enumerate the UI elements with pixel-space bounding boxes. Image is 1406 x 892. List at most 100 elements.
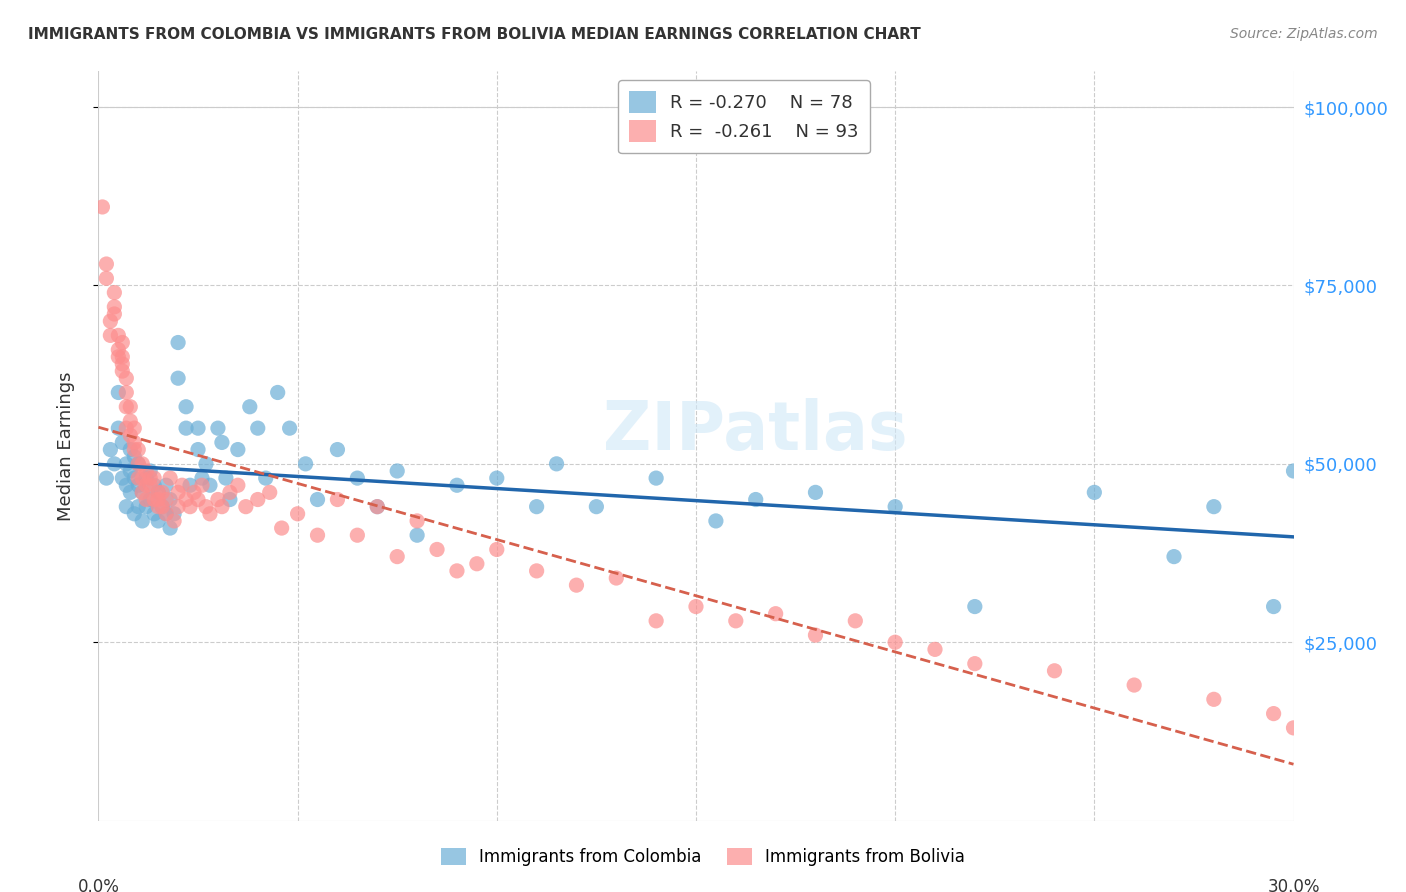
Immigrants from Colombia xyxy=(115,478,138,492)
Immigrants from Colombia xyxy=(884,500,907,514)
Immigrants from Bolivia xyxy=(107,343,129,357)
Immigrants from Bolivia xyxy=(155,492,177,507)
Immigrants from Colombia xyxy=(1263,599,1285,614)
Immigrants from Colombia xyxy=(485,471,508,485)
Immigrants from Colombia xyxy=(98,442,122,457)
Immigrants from Bolivia xyxy=(155,507,177,521)
Immigrants from Colombia xyxy=(124,507,146,521)
Immigrants from Colombia xyxy=(143,478,166,492)
Immigrants from Colombia xyxy=(187,442,209,457)
Immigrants from Colombia xyxy=(406,528,429,542)
Immigrants from Bolivia xyxy=(159,471,181,485)
Immigrants from Bolivia xyxy=(111,350,134,364)
Immigrants from Colombia xyxy=(1282,464,1305,478)
Y-axis label: Median Earnings: Median Earnings xyxy=(56,371,75,521)
Immigrants from Bolivia xyxy=(179,500,201,514)
Immigrants from Bolivia xyxy=(120,428,142,442)
Immigrants from Colombia xyxy=(135,500,157,514)
Immigrants from Bolivia xyxy=(465,557,488,571)
Immigrants from Bolivia xyxy=(124,442,146,457)
Immigrants from Colombia xyxy=(174,400,197,414)
Immigrants from Bolivia xyxy=(924,642,946,657)
Immigrants from Colombia xyxy=(1163,549,1185,564)
Immigrants from Bolivia xyxy=(148,492,170,507)
Immigrants from Bolivia xyxy=(135,464,157,478)
Immigrants from Colombia xyxy=(107,385,129,400)
Immigrants from Bolivia xyxy=(96,271,118,285)
Immigrants from Bolivia xyxy=(148,485,170,500)
Immigrants from Colombia xyxy=(385,464,409,478)
Immigrants from Bolivia xyxy=(844,614,866,628)
Immigrants from Bolivia xyxy=(135,492,157,507)
Immigrants from Colombia xyxy=(346,471,368,485)
Immigrants from Bolivia xyxy=(1282,721,1305,735)
Immigrants from Colombia xyxy=(96,471,118,485)
Immigrants from Bolivia xyxy=(187,492,209,507)
Immigrants from Bolivia xyxy=(426,542,449,557)
Immigrants from Colombia xyxy=(179,478,201,492)
Immigrants from Bolivia xyxy=(120,400,142,414)
Immigrants from Bolivia xyxy=(98,328,122,343)
Legend: Immigrants from Colombia, Immigrants from Bolivia: Immigrants from Colombia, Immigrants fro… xyxy=(433,840,973,875)
Immigrants from Bolivia xyxy=(167,500,190,514)
Immigrants from Colombia xyxy=(239,400,262,414)
Immigrants from Colombia xyxy=(150,500,173,514)
Immigrants from Bolivia xyxy=(167,485,190,500)
Immigrants from Colombia xyxy=(124,450,146,464)
Immigrants from Colombia xyxy=(307,492,329,507)
Text: 0.0%: 0.0% xyxy=(77,878,120,892)
Immigrants from Bolivia xyxy=(1043,664,1066,678)
Immigrants from Bolivia xyxy=(884,635,907,649)
Immigrants from Bolivia xyxy=(127,457,149,471)
Immigrants from Colombia xyxy=(1202,500,1225,514)
Immigrants from Colombia xyxy=(159,492,181,507)
Text: IMMIGRANTS FROM COLOMBIA VS IMMIGRANTS FROM BOLIVIA MEDIAN EARNINGS CORRELATION : IMMIGRANTS FROM COLOMBIA VS IMMIGRANTS F… xyxy=(28,27,921,42)
Immigrants from Colombia xyxy=(645,471,668,485)
Immigrants from Colombia xyxy=(585,500,607,514)
Immigrants from Colombia xyxy=(191,471,214,485)
Immigrants from Bolivia xyxy=(115,385,138,400)
Immigrants from Colombia xyxy=(120,442,142,457)
Immigrants from Colombia xyxy=(124,471,146,485)
Text: 30.0%: 30.0% xyxy=(1267,878,1320,892)
Immigrants from Colombia xyxy=(127,457,149,471)
Immigrants from Bolivia xyxy=(685,599,707,614)
Immigrants from Bolivia xyxy=(195,500,218,514)
Immigrants from Bolivia xyxy=(96,257,118,271)
Immigrants from Bolivia xyxy=(131,485,153,500)
Immigrants from Colombia xyxy=(187,421,209,435)
Immigrants from Bolivia xyxy=(198,507,221,521)
Immigrants from Colombia xyxy=(120,464,142,478)
Immigrants from Colombia xyxy=(115,457,138,471)
Immigrants from Colombia xyxy=(143,507,166,521)
Immigrants from Bolivia xyxy=(235,500,257,514)
Immigrants from Colombia xyxy=(163,507,186,521)
Immigrants from Colombia xyxy=(127,500,149,514)
Immigrants from Bolivia xyxy=(107,328,129,343)
Immigrants from Bolivia xyxy=(485,542,508,557)
Immigrants from Bolivia xyxy=(246,492,269,507)
Immigrants from Colombia xyxy=(195,457,218,471)
Immigrants from Bolivia xyxy=(804,628,827,642)
Immigrants from Colombia xyxy=(167,371,190,385)
Immigrants from Colombia xyxy=(294,457,316,471)
Immigrants from Bolivia xyxy=(135,478,157,492)
Immigrants from Colombia xyxy=(326,442,349,457)
Immigrants from Bolivia xyxy=(406,514,429,528)
Immigrants from Bolivia xyxy=(131,457,153,471)
Immigrants from Bolivia xyxy=(115,371,138,385)
Immigrants from Colombia xyxy=(120,485,142,500)
Immigrants from Bolivia xyxy=(259,485,281,500)
Immigrants from Bolivia xyxy=(211,500,233,514)
Immigrants from Bolivia xyxy=(111,335,134,350)
Immigrants from Colombia xyxy=(963,599,986,614)
Immigrants from Bolivia xyxy=(326,492,349,507)
Immigrants from Colombia xyxy=(254,471,277,485)
Immigrants from Colombia xyxy=(526,500,548,514)
Immigrants from Colombia xyxy=(219,492,242,507)
Immigrants from Bolivia xyxy=(143,492,166,507)
Immigrants from Bolivia xyxy=(172,478,194,492)
Immigrants from Colombia xyxy=(267,385,290,400)
Immigrants from Colombia xyxy=(804,485,827,500)
Immigrants from Bolivia xyxy=(127,471,149,485)
